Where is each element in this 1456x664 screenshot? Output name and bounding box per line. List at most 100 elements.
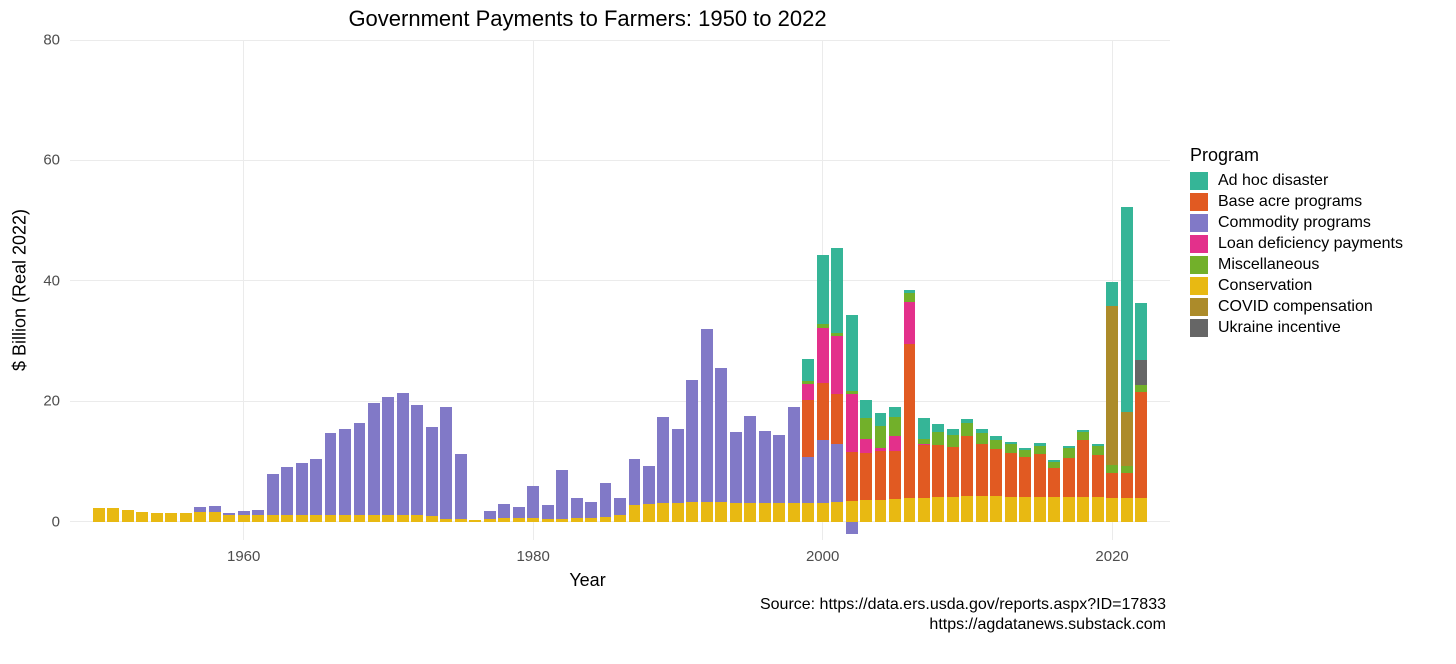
bar-segment: [1121, 412, 1133, 466]
bar-segment: [136, 512, 148, 522]
source-caption: Source: https://data.ers.usda.gov/report…: [760, 595, 1166, 635]
bar-segment: [860, 439, 872, 452]
grid-line-v: [243, 40, 244, 540]
legend-label: Ukraine incentive: [1218, 319, 1341, 337]
bar-segment: [932, 432, 944, 445]
bar-segment: [686, 380, 698, 502]
bar-segment: [759, 503, 771, 522]
x-axis-ticks: 1960198020002020: [70, 548, 1170, 568]
bar-segment: [788, 407, 800, 502]
bar-segment: [947, 497, 959, 522]
bar-segment: [831, 333, 843, 336]
bar-segment: [947, 435, 959, 447]
bar-segment: [1019, 448, 1031, 450]
grid-line-h: [70, 280, 1170, 281]
bar-segment: [585, 502, 597, 518]
bar-segment: [325, 433, 337, 514]
bar-segment: [1092, 455, 1104, 497]
bar-segment: [802, 381, 814, 384]
bar-segment: [585, 518, 597, 522]
bar-segment: [889, 436, 901, 451]
bar-segment: [918, 418, 930, 439]
bar-segment: [904, 302, 916, 344]
legend-swatch: [1190, 256, 1208, 274]
bar-segment: [93, 508, 105, 522]
plot-panel: [70, 40, 1170, 540]
grid-line-v: [533, 40, 534, 540]
bar-segment: [657, 417, 669, 503]
bar-segment: [1135, 360, 1147, 384]
legend-item: Loan deficiency payments: [1190, 235, 1440, 253]
bar-segment: [846, 391, 858, 394]
bar-segment: [513, 518, 525, 522]
bar-segment: [556, 470, 568, 519]
bar-segment: [831, 336, 843, 394]
bar-segment: [238, 515, 250, 522]
bar-segment: [498, 504, 510, 518]
bar-segment: [1077, 432, 1089, 440]
bar-segment: [296, 463, 308, 514]
bar-segment: [715, 502, 727, 522]
chart-container: Government Payments to Farmers: 1950 to …: [0, 0, 1456, 664]
bar-segment: [1019, 457, 1031, 496]
bar-segment: [1063, 497, 1075, 522]
bar-segment: [194, 512, 206, 522]
bar-segment: [860, 453, 872, 501]
bar-segment: [180, 513, 192, 521]
bar-segment: [788, 503, 800, 522]
bar-segment: [310, 459, 322, 514]
bar-segment: [1048, 468, 1060, 496]
bar-segment: [875, 426, 887, 449]
bar-segment: [802, 457, 814, 502]
bar-segment: [889, 407, 901, 416]
bar-segment: [1019, 450, 1031, 458]
bar-segment: [846, 315, 858, 391]
bar-segment: [1106, 473, 1118, 498]
x-tick-label: 1960: [227, 548, 260, 565]
bar-segment: [918, 439, 930, 443]
bar-segment: [817, 383, 829, 440]
bar-segment: [296, 515, 308, 522]
bar-segment: [107, 508, 119, 522]
legend-swatch: [1190, 319, 1208, 337]
bar-segment: [252, 515, 264, 522]
bar-segment: [1034, 497, 1046, 522]
bar-segment: [976, 433, 988, 444]
legend-item: Ukraine incentive: [1190, 319, 1440, 337]
bar-segment: [672, 429, 684, 502]
bar-segment: [310, 515, 322, 522]
bar-segment: [368, 515, 380, 522]
bar-segment: [918, 444, 930, 446]
bar-segment: [1092, 444, 1104, 446]
legend-swatch: [1190, 214, 1208, 232]
bar-segment: [817, 440, 829, 503]
bar-segment: [875, 500, 887, 522]
bar-segment: [1063, 446, 1075, 448]
bar-segment: [1034, 446, 1046, 454]
bar-segment: [904, 498, 916, 522]
bar-segment: [151, 513, 163, 522]
bar-segment: [1135, 303, 1147, 360]
bar-segment: [1121, 466, 1133, 473]
bar-segment: [730, 432, 742, 503]
y-tick-label: 40: [43, 272, 60, 289]
x-tick-label: 1980: [516, 548, 549, 565]
y-tick-label: 20: [43, 393, 60, 410]
bar-segment: [455, 454, 467, 518]
bar-segment: [817, 328, 829, 383]
bar-segment: [773, 503, 785, 522]
bar-segment: [1034, 443, 1046, 446]
bar-segment: [440, 519, 452, 522]
bar-segment: [990, 436, 1002, 440]
bar-segment: [744, 503, 756, 522]
bar-segment: [860, 418, 872, 439]
legend-label: Conservation: [1218, 277, 1312, 295]
bar-segment: [831, 248, 843, 333]
bar-segment: [1121, 207, 1133, 412]
bar-segment: [672, 503, 684, 522]
bar-segment: [339, 429, 351, 515]
bar-segment: [281, 467, 293, 515]
bar-segment: [209, 512, 221, 522]
x-tick-label: 2000: [806, 548, 839, 565]
legend: Program Ad hoc disasterBase acre program…: [1190, 145, 1440, 340]
